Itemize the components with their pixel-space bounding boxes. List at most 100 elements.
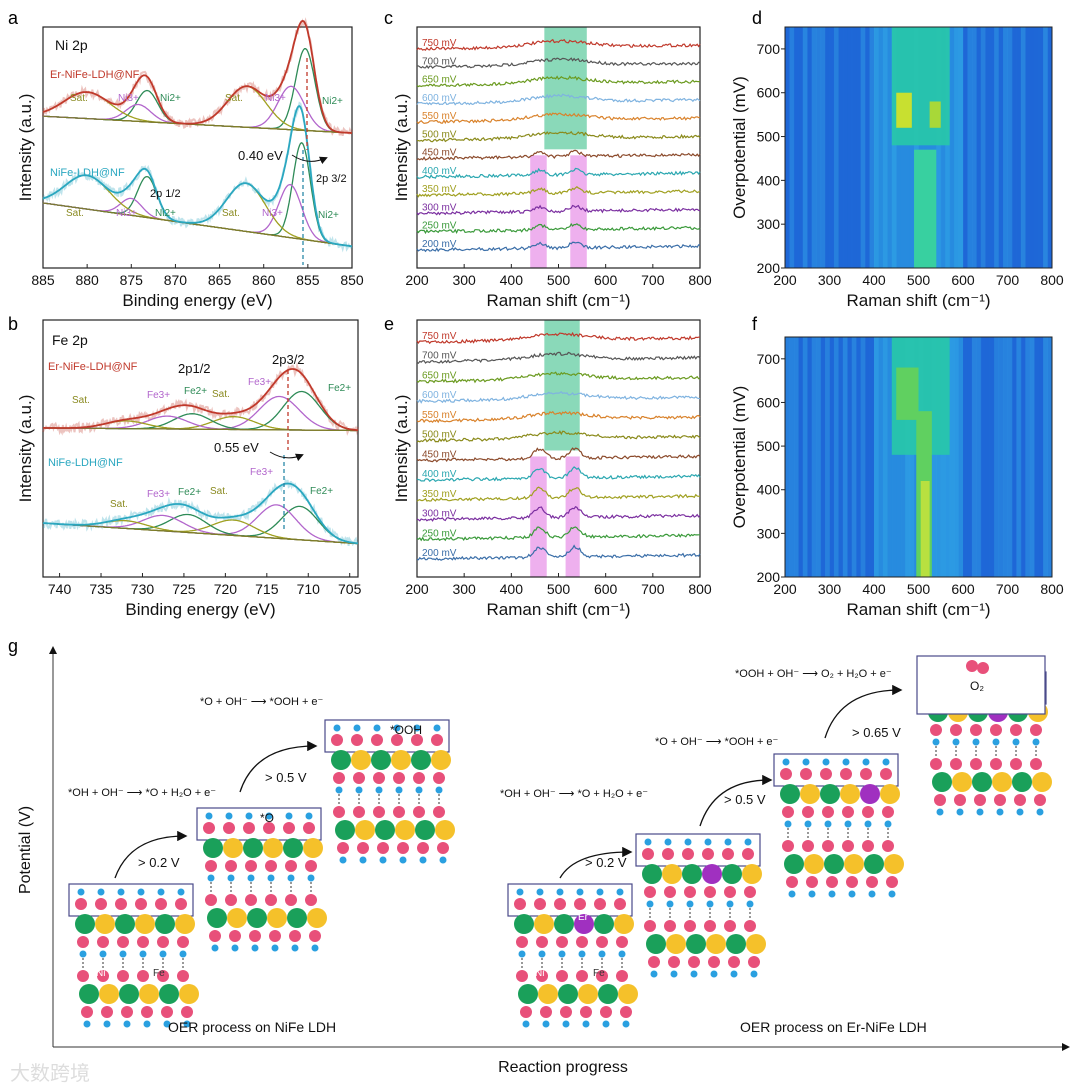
oxygen-atom [285,860,297,872]
oxygen-atom [309,930,321,942]
oxygen-atom [822,806,834,818]
oxygen-atom [540,1006,552,1018]
x-tick-label: 500 [547,581,571,597]
hydrogen-atom [1012,738,1020,746]
x-tick-label: 600 [951,581,975,597]
oxygen-atom [802,840,814,852]
metal-atom [992,772,1012,792]
oxygen-atom [115,898,127,910]
oxygen-atom [930,724,942,736]
hydrogen-atom [746,900,754,908]
fit-component-Ni2+ [43,48,352,134]
heatmap-cell [1043,27,1049,268]
oxygen-atom [782,806,794,818]
oxygen-atom [351,734,363,746]
raman-spectrum [416,75,701,88]
oxygen-atom [966,660,978,672]
heatmap-cell [833,27,839,268]
oxygen-atom [117,970,129,982]
watermark: 大数跨境 [10,1062,90,1085]
metal-atom [1012,772,1032,792]
potential-label: > 0.5 V [724,792,766,807]
hydrogen-atom [618,950,626,958]
x-tick-label: 200 [405,272,429,288]
metal-atom [952,772,972,792]
hydrogen-atom [804,820,812,828]
x-tick-label: 885 [31,272,55,288]
voltage-label: 400 mV [422,166,457,177]
oxygen-atom [305,860,317,872]
oxygen-atom [391,734,403,746]
hydrogen-atom [782,758,790,766]
x-axis-label: Binding energy (eV) [122,291,272,310]
x-tick-label: 300 [452,581,476,597]
hydrogen-atom [808,890,816,898]
adsorbate-label: *O [260,811,274,825]
hydrogen-atom [251,944,259,952]
hydrogen-atom [305,812,313,820]
oxygen-atom [728,956,740,968]
oxygen-atom [536,970,548,982]
heatmap-cell [971,337,977,577]
oxygen-atom [702,848,714,860]
surface-box [324,719,450,753]
hydrogen-atom [399,856,407,864]
hydrogen-atom [724,838,732,846]
heatmap-cell [1029,27,1035,268]
hydrogen-atom [992,738,1000,746]
raman-spectrum [416,149,701,161]
heatmap-cell [929,101,941,128]
oxygen-atom [748,956,760,968]
surface-box [773,753,899,787]
heatmap-cell [838,337,844,577]
y-tick-label: 700 [757,351,781,367]
plot-frame [42,26,353,269]
heatmap-cell [896,92,912,128]
voltage-label: 500 mV [422,430,457,441]
heatmap-cell [1034,27,1040,268]
voltage-label: 300 mV [422,202,457,213]
oxygen-atom [514,898,526,910]
x-tick-label: 600 [594,272,618,288]
hydrogen-atom [670,970,678,978]
metal-atom [594,914,614,934]
oxygen-atom [574,898,586,910]
heatmap-cell [825,27,830,268]
surface-box [635,833,761,867]
x-tick-label: 880 [75,272,99,288]
heatmap-cell [1047,27,1053,268]
y-tick-label: 300 [757,216,781,232]
oxygen-atom [175,898,187,910]
metal-atom [395,820,415,840]
step-arrow [114,830,188,879]
oxygen-atom [596,936,608,948]
hydrogen-atom [972,738,980,746]
oxygen-atom [866,876,878,888]
x-axis-label: Raman shift (cm⁻¹) [846,600,990,619]
hydrogen-atom [710,970,718,978]
hydrogen-atom [932,738,940,746]
hydrogen-atom [1036,808,1044,816]
heatmap-cell [860,337,866,577]
oxygen-atom [954,794,966,806]
metal-atom [820,784,840,804]
oxygen-atom [684,886,696,898]
oxygen-atom [994,794,1006,806]
oxygen-atom [377,842,389,854]
hydrogen-atom [706,900,714,908]
oxygen-atom [664,886,676,898]
heatmap-cell [1043,337,1049,577]
highlight-band [544,27,587,150]
hydrogen-atom [842,758,850,766]
hydrogen-atom [103,1020,111,1028]
oxygen-atom [664,920,676,932]
x-tick-label: 400 [500,272,524,288]
oxygen-atom [556,936,568,948]
hydrogen-atom [824,820,832,828]
heatmap-cell [865,337,871,577]
y-axis-label: Potential (V) [17,806,34,894]
raman-spectrum [416,447,701,463]
hydrogen-atom [686,900,694,908]
metal-atom [804,854,824,874]
x-tick-label: 865 [208,272,232,288]
